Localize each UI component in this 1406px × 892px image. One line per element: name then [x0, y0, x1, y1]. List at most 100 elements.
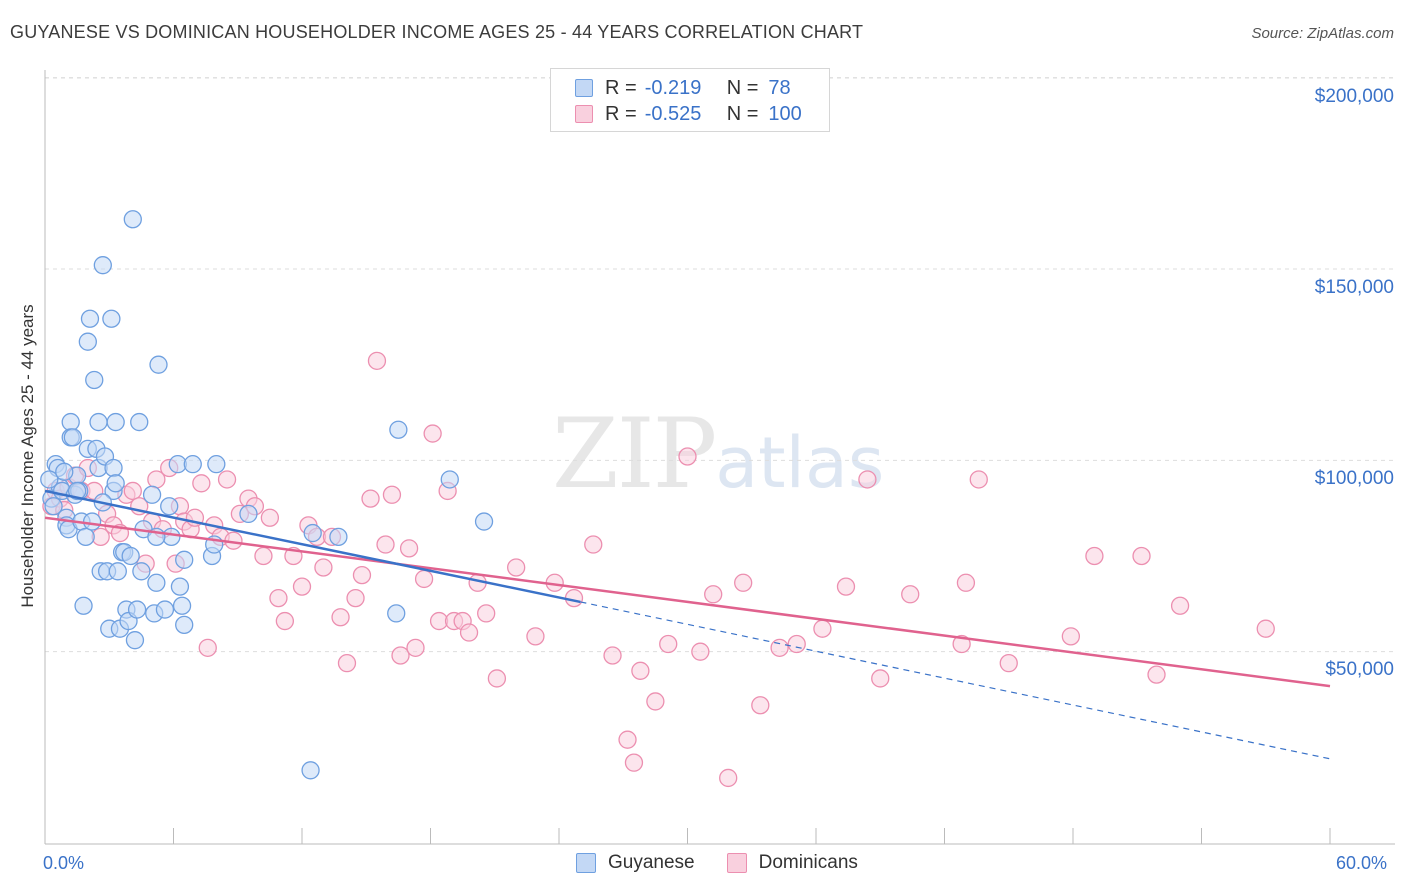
dominicans-point: [969, 470, 988, 489]
guyanese-point: [172, 596, 192, 615]
dominicans-legend-swatch: [726, 853, 747, 873]
guyanese-point: [125, 631, 145, 650]
legend-label: Dominicans: [758, 852, 858, 873]
dominicans-point: [331, 608, 350, 627]
dominicans-point: [314, 558, 333, 577]
guyanese-point: [130, 412, 149, 432]
dominicans-point: [346, 588, 365, 608]
legend-r-label: R =: [605, 76, 637, 99]
stats-legend: R = -0.219 N = 78 R = -0.525 N = 100: [550, 68, 830, 132]
dominicans-point: [507, 558, 526, 577]
dominicans-point: [123, 481, 142, 501]
dominicans-point: [734, 573, 753, 592]
dominicans-point: [631, 661, 650, 680]
guyanese-point: [78, 332, 97, 351]
guyanese-point: [142, 485, 162, 504]
guyanese-point: [67, 481, 87, 501]
guyanese-legend-swatch: [576, 853, 596, 873]
dominicans-point: [646, 692, 665, 711]
guyanese-point: [40, 470, 59, 489]
dominicans-point: [719, 768, 738, 788]
dominicans-point: [423, 424, 442, 443]
grid-lines: [45, 77, 1395, 653]
legend-n-label: N =: [726, 102, 759, 125]
guyanese-point: [123, 210, 142, 229]
legend-r-value: -0.219: [644, 76, 702, 99]
guyanese-point: [61, 412, 80, 432]
dominicans-point: [704, 585, 723, 604]
y-tick-label: $50,000: [1325, 659, 1394, 680]
guyanese-point: [389, 420, 408, 439]
dominicans-point: [901, 585, 920, 604]
dominicans-point: [292, 577, 312, 596]
legend-item-guyanese: Guyanese: [576, 852, 695, 874]
guyanese-point: [132, 562, 151, 581]
guyanese-point: [108, 562, 127, 581]
dominicans-point: [376, 535, 395, 554]
guyanese-point: [183, 455, 202, 474]
dominicans-point: [391, 646, 410, 665]
guyanese-point: [155, 600, 175, 619]
guyanese-point: [106, 412, 125, 432]
dominicans-point: [618, 730, 637, 749]
dominicans-point: [836, 577, 856, 596]
dominicans-point: [871, 669, 890, 688]
dominicans-point: [367, 351, 387, 370]
guyanese-point: [175, 550, 194, 569]
watermark-atlas: atlas: [715, 422, 885, 504]
guyanese-point: [89, 412, 108, 432]
guyanese-point: [82, 512, 102, 531]
guyanese-point: [93, 256, 112, 275]
dominicans-point: [260, 508, 280, 527]
guyanese-swatch: [575, 79, 593, 97]
guyanese-point: [80, 309, 100, 328]
dominicans-point: [406, 638, 425, 657]
legend-r-label: R =: [605, 102, 637, 125]
guyanese-point: [104, 458, 123, 478]
guyanese-trend-extension: [580, 601, 1331, 760]
legend-r-value: -0.525: [644, 102, 702, 125]
trend-lines: [44, 489, 1331, 760]
dominicans-point: [269, 588, 288, 608]
y-tick-label: $100,000: [1314, 468, 1394, 489]
guyanese-point: [106, 474, 125, 493]
watermark: ZIPatlas: [552, 398, 884, 510]
x-tick-label: 0.0%: [43, 853, 85, 873]
dominicans-point: [1132, 546, 1151, 566]
guyanese-point: [387, 604, 406, 623]
dominicans-point: [487, 669, 507, 688]
dominicans-point: [414, 569, 434, 589]
dominicans-point: [999, 653, 1018, 673]
legend-n-label: N =: [726, 76, 759, 99]
dominicans-point: [361, 489, 380, 508]
guyanese-point: [55, 462, 74, 481]
dominicans-point: [275, 611, 295, 631]
dominicans-point: [1256, 619, 1275, 638]
dominicans-point: [770, 638, 789, 657]
source-label: Source: ZipAtlas.com: [1251, 25, 1394, 42]
guyanese-point: [85, 370, 104, 390]
guyanese-points: [40, 210, 494, 780]
dominicans-point: [624, 753, 644, 772]
dominicans-point: [192, 474, 211, 493]
dominicans-point: [459, 623, 479, 642]
guyanese-point: [149, 355, 168, 374]
dominicans-point: [254, 546, 273, 566]
dominicans-point: [1170, 596, 1190, 615]
dominicans-points: [42, 351, 1275, 788]
axes: [44, 70, 1395, 845]
guyanese-point: [121, 546, 140, 566]
y-tick-label: $150,000: [1314, 277, 1394, 298]
guyanese-trend-line: [44, 489, 581, 604]
dominicans-trend-line: [44, 516, 1331, 688]
dominicans-point: [691, 642, 710, 661]
guyanese-point: [239, 504, 258, 524]
guyanese-point: [170, 577, 190, 596]
dominicans-point: [751, 696, 770, 715]
guyanese-point: [474, 512, 494, 531]
guyanese-point: [303, 523, 322, 543]
dominicans-point: [526, 627, 545, 646]
legend-n-value: 100: [768, 102, 802, 125]
guyanese-point: [207, 455, 226, 474]
